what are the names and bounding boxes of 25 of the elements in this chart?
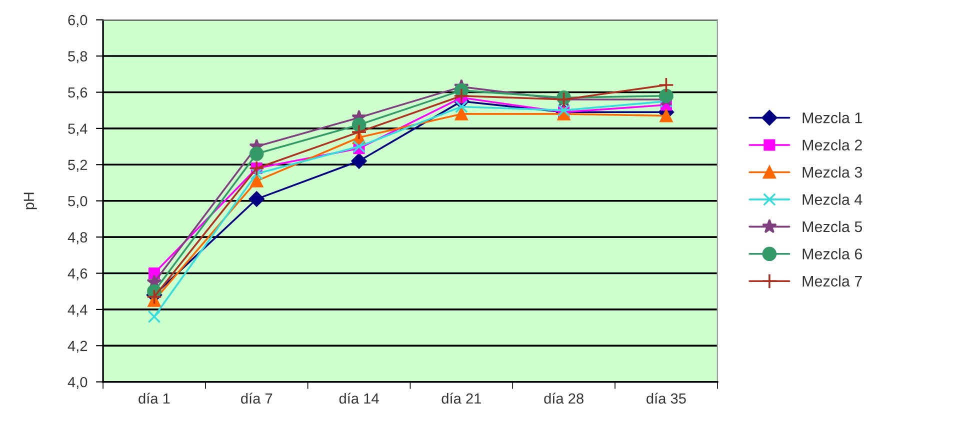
x-tick-label: día 21 (442, 392, 481, 404)
legend-label: Mezcla 2 (802, 139, 862, 150)
x-tick-label: día 28 (544, 392, 584, 404)
x-tick-label: día 7 (241, 392, 272, 404)
legend-label: Mezcla 4 (802, 194, 862, 205)
x-tick-label: día 35 (646, 392, 686, 404)
legend-label: Mezcla 7 (802, 275, 862, 287)
y-tick-label: 4,6 (68, 268, 88, 280)
y-tick-label: 5,2 (68, 160, 88, 172)
y-tick-label: 5,6 (68, 87, 88, 100)
legend-label: Mezcla 6 (802, 248, 862, 260)
legend-label: Mezcla 3 (802, 166, 862, 178)
x-tick-label: día 1 (138, 392, 170, 404)
y-tick-label: 5,0 (68, 196, 88, 208)
y-tick-label: 4,4 (68, 304, 88, 317)
y-axis-title: pH (24, 192, 37, 210)
legend-label: Mezcla 5 (802, 220, 862, 232)
x-tick-label: día 14 (339, 392, 379, 404)
y-tick-label: 5,8 (68, 51, 88, 64)
y-tick-label: 5,4 (68, 124, 88, 136)
legend-label: Mezcla 1 (802, 112, 862, 124)
y-tick-label: 6,0 (68, 14, 88, 27)
y-tick-label: 4,2 (68, 340, 88, 353)
y-tick-label: 4,8 (68, 232, 88, 244)
y-tick-label: 4,0 (68, 376, 88, 390)
